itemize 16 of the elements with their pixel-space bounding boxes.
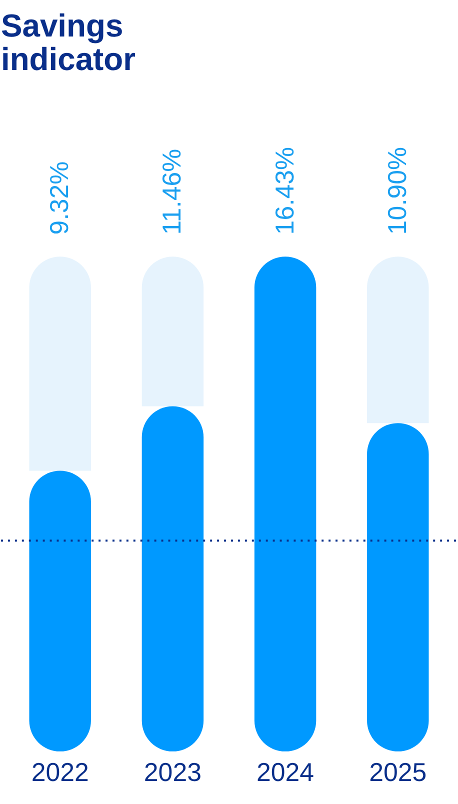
bar bbox=[367, 423, 429, 752]
data-label: 10.90% bbox=[384, 146, 412, 235]
bar bbox=[29, 256, 91, 471]
data-label: 16.43% bbox=[271, 146, 300, 235]
bar bbox=[367, 256, 429, 424]
data-label: 11.46% bbox=[158, 148, 187, 235]
x-tick-label: 2023 bbox=[144, 758, 202, 787]
data-label: 9.32% bbox=[46, 161, 74, 235]
x-tick-label: 2022 bbox=[31, 758, 89, 787]
bar bbox=[142, 406, 204, 752]
bar bbox=[142, 256, 204, 406]
bar bbox=[254, 256, 316, 752]
x-tick-label: 2024 bbox=[256, 758, 314, 787]
bar bbox=[29, 470, 91, 752]
chart-title: Savings indicator bbox=[0, 7, 136, 78]
x-tick-label: 2025 bbox=[369, 758, 427, 787]
